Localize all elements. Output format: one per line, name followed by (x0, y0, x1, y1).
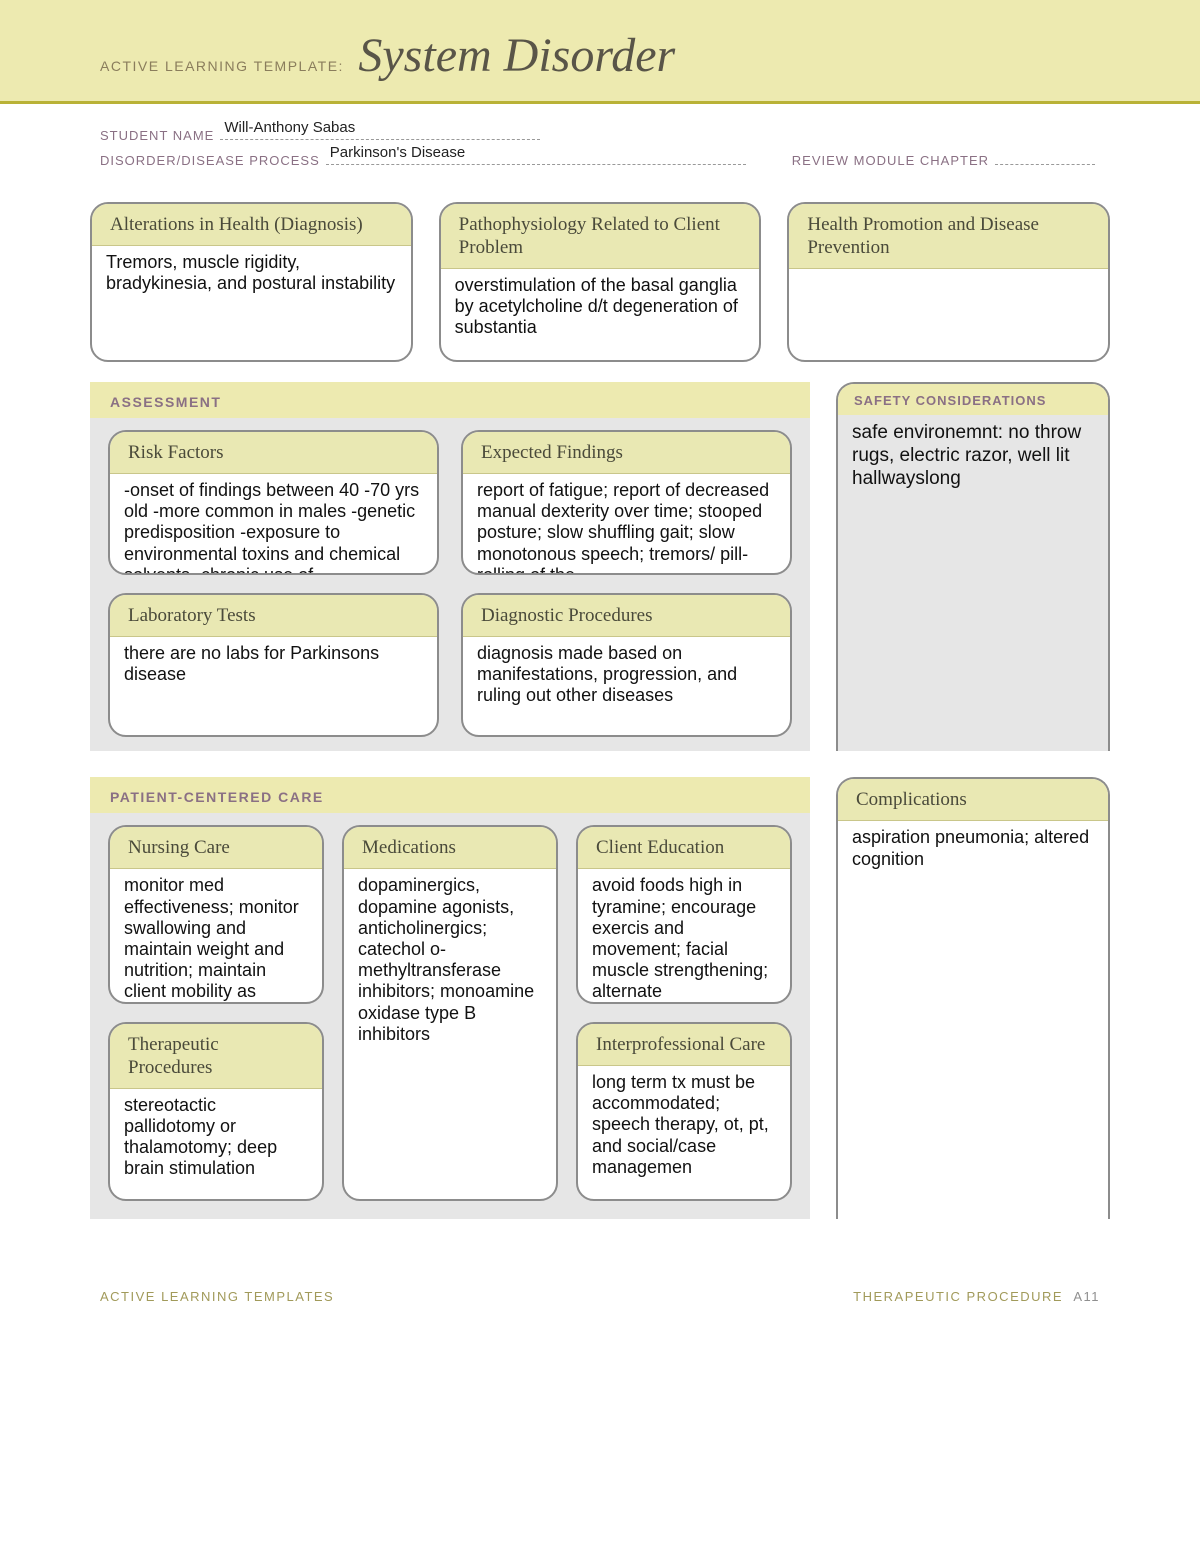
safety-box: SAFETY CONSIDERATIONS safe environemnt: … (836, 382, 1110, 751)
card-title-edu: Client Education (578, 827, 790, 869)
pcc-left: PATIENT-CENTERED CARE Nursing Care monit… (90, 777, 810, 1218)
student-name-value: Will-Anthony Sabas (224, 119, 355, 136)
card-complications: Complications aspiration pneumonia; alte… (836, 777, 1110, 1218)
card-title-expected: Expected Findings (463, 432, 790, 474)
card-title-meds: Medications (344, 827, 556, 869)
card-title-risk: Risk Factors (110, 432, 437, 474)
header-prefix: ACTIVE LEARNING TEMPLATE: (100, 58, 344, 74)
card-body-edu: avoid foods high in tyramine; encourage … (578, 869, 790, 1002)
card-body-nursing: monitor med effectiveness; monitor swall… (110, 869, 322, 1002)
footer-right: THERAPEUTIC PROCEDURE A11 (853, 1289, 1100, 1304)
assessment-section: ASSESSMENT Risk Factors -onset of findin… (90, 382, 810, 751)
card-title-nursing: Nursing Care (110, 827, 322, 869)
card-body-proc: stereotactic pallidotomy or thalamotomy;… (110, 1089, 322, 1199)
card-body-expected: report of fatigue; report of decreased m… (463, 474, 790, 573)
page: ACTIVE LEARNING TEMPLATE: System Disorde… (0, 0, 1200, 1344)
card-alterations: Alterations in Health (Diagnosis) Tremor… (90, 202, 413, 362)
assessment-inner: Risk Factors -onset of findings between … (90, 418, 810, 737)
header-bar: ACTIVE LEARNING TEMPLATE: System Disorde… (0, 0, 1200, 104)
chapter-label: REVIEW MODULE CHAPTER (792, 153, 989, 168)
card-body-lab: there are no labs for Parkinsons disease (110, 637, 437, 736)
safety-body: safe environemnt: no throw rugs, electri… (838, 415, 1108, 752)
chapter-line (995, 147, 1095, 165)
meta-block: STUDENT NAME Will-Anthony Sabas DISORDER… (0, 104, 1200, 182)
footer-left: ACTIVE LEARNING TEMPLATES (100, 1289, 334, 1304)
card-nursing-care: Nursing Care monitor med effectiveness; … (108, 825, 324, 1004)
card-body-complications: aspiration pneumonia; altered cognition (838, 821, 1108, 1218)
card-title-promo: Health Promotion and Disease Prevention (789, 204, 1108, 269)
pcc-grid: Nursing Care monitor med effectiveness; … (108, 825, 792, 1200)
card-risk-factors: Risk Factors -onset of findings between … (108, 430, 439, 575)
footer-page-number: A11 (1073, 1289, 1100, 1304)
top-row: Alterations in Health (Diagnosis) Tremor… (90, 202, 1110, 362)
card-patho: Pathophysiology Related to Client Proble… (439, 202, 762, 362)
card-body-alterations: Tremors, muscle rigidity, bradykinesia, … (92, 246, 411, 360)
card-title-inter: Interprofessional Care (578, 1024, 790, 1066)
assessment-col-right: Expected Findings report of fatigue; rep… (461, 430, 792, 737)
assessment-layout: ASSESSMENT Risk Factors -onset of findin… (90, 382, 1110, 751)
pcc-col-1: Nursing Care monitor med effectiveness; … (108, 825, 324, 1200)
card-body-promo (789, 269, 1108, 360)
card-title-proc: Therapeutic Procedures (110, 1024, 322, 1089)
card-client-education: Client Education avoid foods high in tyr… (576, 825, 792, 1004)
card-diagnostic-procedures: Diagnostic Procedures diagnosis made bas… (461, 593, 792, 738)
card-body-meds: dopaminergics, dopamine agonists, antich… (344, 869, 556, 1198)
card-therapeutic-procedures: Therapeutic Procedures stereotactic pall… (108, 1022, 324, 1201)
card-promo: Health Promotion and Disease Prevention (787, 202, 1110, 362)
pcc-inner: Nursing Care monitor med effectiveness; … (90, 813, 810, 1204)
footer: ACTIVE LEARNING TEMPLATES THERAPEUTIC PR… (0, 1229, 1200, 1304)
pcc-layout: PATIENT-CENTERED CARE Nursing Care monit… (90, 777, 1110, 1218)
card-title-lab: Laboratory Tests (110, 595, 437, 637)
content: Alterations in Health (Diagnosis) Tremor… (0, 182, 1200, 1229)
card-body-diag: diagnosis made based on manifestations, … (463, 637, 790, 736)
student-name-line: Will-Anthony Sabas (220, 122, 540, 140)
pcc-col-3: Client Education avoid foods high in tyr… (576, 825, 792, 1200)
assessment-label: ASSESSMENT (90, 382, 810, 418)
safety-col: SAFETY CONSIDERATIONS safe environemnt: … (836, 382, 1110, 751)
pcc-label: PATIENT-CENTERED CARE (90, 777, 810, 813)
assessment-col-left: Risk Factors -onset of findings between … (108, 430, 439, 737)
disorder-value: Parkinson's Disease (330, 144, 465, 161)
student-name-label: STUDENT NAME (100, 128, 214, 143)
card-medications: Medications dopaminergics, dopamine agon… (342, 825, 558, 1200)
meta-row-disorder: DISORDER/DISEASE PROCESS Parkinson's Dis… (100, 147, 1100, 168)
card-title-diag: Diagnostic Procedures (463, 595, 790, 637)
disorder-label: DISORDER/DISEASE PROCESS (100, 153, 320, 168)
safety-label: SAFETY CONSIDERATIONS (838, 384, 1108, 415)
card-interprofessional-care: Interprofessional Care long term tx must… (576, 1022, 792, 1201)
assessment-left: ASSESSMENT Risk Factors -onset of findin… (90, 382, 810, 751)
card-body-inter: long term tx must be accommodated; speec… (578, 1066, 790, 1199)
card-title-patho: Pathophysiology Related to Client Proble… (441, 204, 760, 269)
card-expected-findings: Expected Findings report of fatigue; rep… (461, 430, 792, 575)
pcc-col-2: Medications dopaminergics, dopamine agon… (342, 825, 558, 1200)
header-title: System Disorder (358, 28, 675, 83)
footer-right-label: THERAPEUTIC PROCEDURE (853, 1289, 1063, 1304)
card-title-alterations: Alterations in Health (Diagnosis) (92, 204, 411, 246)
card-lab-tests: Laboratory Tests there are no labs for P… (108, 593, 439, 738)
disorder-line: Parkinson's Disease (326, 147, 746, 165)
card-body-patho: overstimulation of the basal ganglia by … (441, 269, 760, 360)
pcc-section: PATIENT-CENTERED CARE Nursing Care monit… (90, 777, 810, 1218)
card-body-risk: -onset of findings between 40 -70 yrs ol… (110, 474, 437, 573)
complications-col: Complications aspiration pneumonia; alte… (836, 777, 1110, 1218)
meta-row-student: STUDENT NAME Will-Anthony Sabas (100, 122, 1100, 143)
card-title-complications: Complications (838, 779, 1108, 821)
